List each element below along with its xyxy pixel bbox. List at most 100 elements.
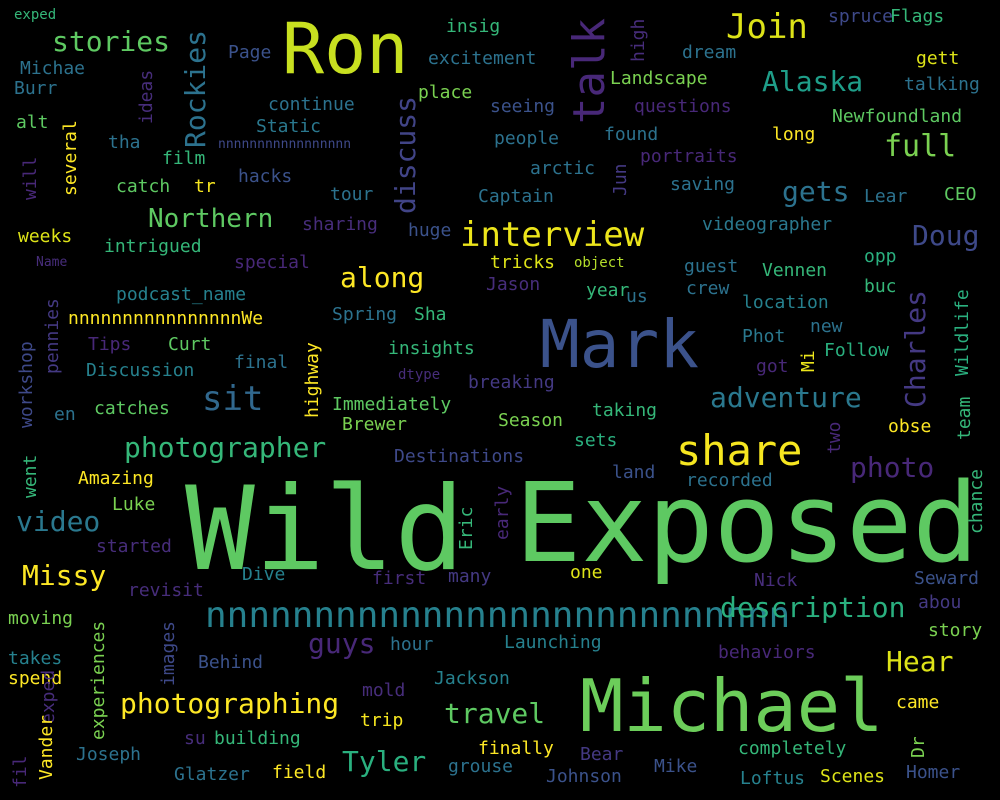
w-burr: Burr — [14, 78, 58, 99]
w-vander: Vander — [36, 714, 57, 780]
w-talk: talk — [564, 18, 615, 124]
w-homer: Homer — [906, 762, 961, 783]
w-en: en — [54, 404, 76, 425]
w-came: came — [896, 692, 940, 713]
w-discussion: Discussion — [86, 360, 195, 381]
w-portraits: portraits — [640, 146, 738, 167]
w-video: video — [16, 505, 101, 538]
w-destinations: Destinations — [394, 446, 525, 467]
w-guest: guest — [684, 256, 739, 277]
w-obse: obse — [888, 416, 932, 437]
w-takes: takes — [8, 648, 63, 669]
w-intrigued: intrigued — [104, 236, 202, 257]
w-page: Page — [228, 42, 272, 63]
w-team: team — [954, 396, 975, 440]
w-tr: tr — [194, 176, 216, 197]
w-grouse: grouse — [448, 756, 514, 777]
w-lear: Lear — [864, 186, 908, 207]
w-sit: sit — [202, 379, 264, 419]
w-spend: spend — [8, 668, 63, 689]
w-dr: Dr — [908, 736, 929, 758]
w-eric: Eric — [456, 506, 477, 550]
w-started: started — [96, 536, 172, 557]
w-place: place — [418, 82, 473, 103]
w-static: Static — [256, 116, 322, 137]
w-wildlife: Wildlife — [952, 289, 973, 376]
w-film: film — [162, 148, 206, 169]
w-behind: Behind — [198, 652, 264, 673]
w-taking: taking — [592, 400, 658, 421]
w-glatzer: Glatzer — [174, 764, 250, 785]
w-share: share — [676, 426, 803, 475]
w-mark: Mark — [540, 306, 699, 383]
w-first: first — [372, 568, 427, 589]
w-two: two — [824, 421, 845, 454]
w-images: images — [158, 620, 179, 686]
w-behaviors: behaviors — [718, 642, 816, 663]
w-jason: Jason — [486, 274, 541, 295]
w-trip: trip — [360, 710, 404, 731]
w-talking: talking — [904, 74, 980, 95]
w-tricks: tricks — [490, 252, 556, 273]
w-tips: Tips — [88, 334, 132, 355]
w-description: description — [720, 591, 906, 624]
w-people: people — [494, 128, 560, 149]
w-chance: chance — [966, 468, 987, 534]
w-joseph: Joseph — [76, 744, 142, 765]
w-excitement: excitement — [428, 48, 537, 69]
w-sha: Sha — [414, 304, 447, 325]
w-gett: gett — [916, 48, 960, 69]
w-tyler: Tyler — [342, 745, 427, 778]
w-pennies: pennies — [42, 298, 63, 374]
w-mike: Mike — [654, 756, 698, 777]
w-field: field — [272, 762, 327, 783]
w-year: year — [586, 280, 630, 301]
w-immediately: Immediately — [332, 394, 452, 415]
w-gets: gets — [782, 175, 850, 208]
w-curt: Curt — [168, 334, 212, 355]
w-brewer: Brewer — [342, 414, 408, 435]
w-photo: photo — [850, 451, 935, 484]
w-huge: huge — [408, 220, 452, 241]
w-high: high — [628, 18, 649, 62]
w-michae: Michae — [20, 58, 86, 79]
w-hacks: hacks — [238, 166, 293, 187]
w-early: early — [492, 485, 513, 540]
w-land: land — [612, 462, 656, 483]
w-michael: Michael — [580, 664, 884, 748]
w-finally: finally — [478, 738, 554, 759]
w-sharing: sharing — [302, 214, 378, 235]
w-northern: Northern — [148, 204, 274, 234]
w-catch: catch — [116, 176, 171, 197]
w-found: found — [604, 124, 659, 145]
w-special: special — [234, 252, 310, 273]
w-phot: Phot — [742, 326, 786, 347]
w-opp: opp — [864, 246, 897, 267]
w-bear: Bear — [580, 744, 624, 765]
w-new: new — [810, 316, 843, 337]
w-went: went — [20, 454, 41, 498]
w-mold: mold — [362, 680, 406, 701]
w-join: Join — [726, 7, 808, 47]
w-dtype: dtype — [398, 367, 441, 383]
w-completely: completely — [738, 738, 847, 759]
w-ron: Ron — [282, 8, 409, 90]
w-experiences: experiences — [88, 620, 109, 740]
w-catches: catches — [94, 398, 170, 419]
w-object: object — [574, 255, 625, 271]
w-amazing: Amazing — [78, 468, 154, 489]
w-mi: Mi — [798, 350, 819, 372]
w-captain: Captain — [478, 186, 554, 207]
w-building: building — [214, 728, 301, 749]
w-several: several — [60, 120, 81, 196]
w-fil: fil — [10, 755, 31, 788]
w-spring: Spring — [332, 304, 398, 325]
w-follow: Follow — [824, 340, 890, 361]
w-arctic: arctic — [530, 158, 596, 179]
w-dream: dream — [682, 42, 737, 63]
w-doug: Doug — [912, 219, 980, 252]
w-saving: saving — [670, 174, 736, 195]
w-guys: guys — [308, 627, 376, 660]
w-scenes: Scenes — [820, 766, 886, 787]
w-story: story — [928, 620, 983, 641]
